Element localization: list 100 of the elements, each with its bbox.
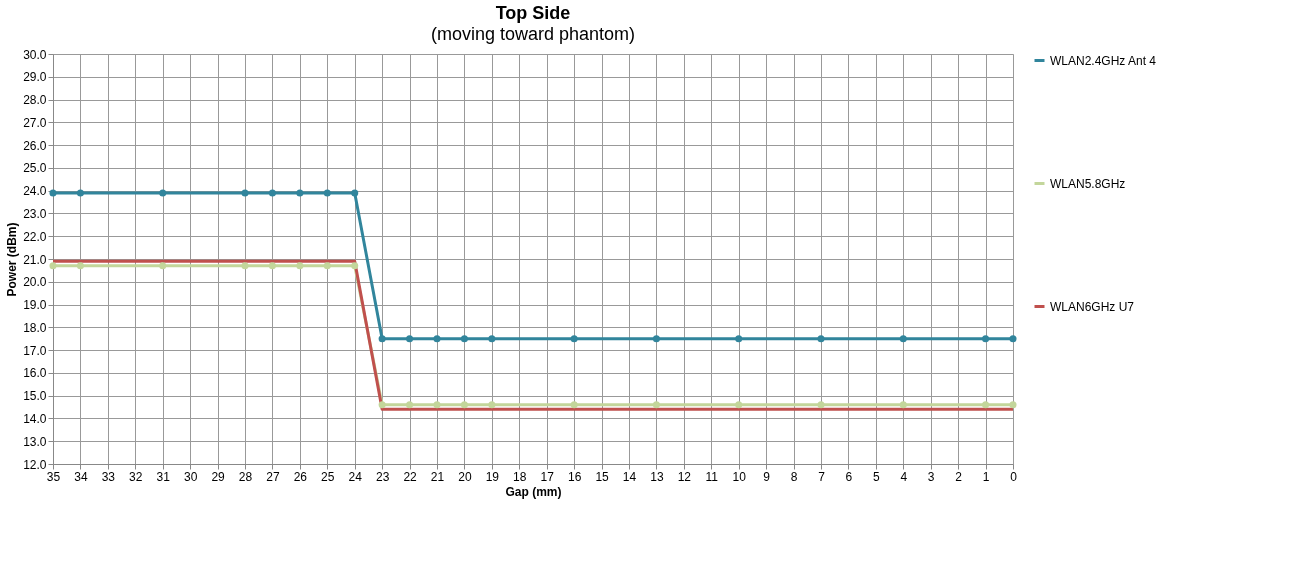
x-tick-label: 0 bbox=[1010, 469, 1018, 484]
point bbox=[735, 335, 743, 343]
point bbox=[570, 335, 578, 343]
x-tick-label: 22 bbox=[403, 469, 418, 484]
x-tick-label: 6 bbox=[845, 469, 853, 484]
y-tick-label: 16.0 bbox=[23, 366, 47, 381]
y-tick-label: 18.0 bbox=[23, 320, 47, 335]
x-tick-label: 26 bbox=[293, 469, 308, 484]
y-tick-label: 12.0 bbox=[23, 457, 47, 472]
point bbox=[323, 189, 331, 197]
x-tick-label: 34 bbox=[74, 469, 88, 484]
point bbox=[1009, 335, 1017, 343]
x-tick-label: 35 bbox=[46, 469, 61, 484]
point bbox=[241, 189, 249, 197]
x-tick-label: 3 bbox=[927, 469, 935, 484]
x-tick-label: 20 bbox=[458, 469, 472, 484]
x-tick-label: 19 bbox=[485, 469, 500, 484]
y-tick-label: 19.0 bbox=[23, 298, 47, 313]
point bbox=[433, 335, 441, 343]
point bbox=[351, 189, 359, 197]
x-tick-label: 12 bbox=[677, 469, 692, 484]
y-tick-label: 21.0 bbox=[23, 252, 47, 267]
y-tick-label: 25.0 bbox=[23, 161, 47, 176]
x-tick-label: 4 bbox=[900, 469, 908, 484]
y-tick-label: 26.0 bbox=[23, 138, 47, 153]
x-tick-label: 10 bbox=[732, 469, 747, 484]
point bbox=[49, 262, 57, 270]
y-tick-label: 30.0 bbox=[23, 47, 47, 62]
legend-label: WLAN2.4GHz Ant 4 bbox=[1050, 53, 1157, 68]
point bbox=[488, 401, 496, 409]
x-tick-label: 24 bbox=[348, 469, 363, 484]
point bbox=[652, 401, 660, 409]
point bbox=[49, 189, 57, 197]
x-tick-label: 18 bbox=[513, 469, 527, 484]
point bbox=[76, 262, 84, 270]
point bbox=[817, 401, 825, 409]
y-tick-label: 29.0 bbox=[23, 70, 47, 85]
point bbox=[1009, 401, 1017, 409]
x-tick-label: 28 bbox=[238, 469, 253, 484]
point bbox=[735, 401, 743, 409]
point bbox=[323, 262, 331, 270]
y-tick-label: 22.0 bbox=[23, 229, 47, 244]
point bbox=[460, 335, 468, 343]
x-tick-label: 21 bbox=[430, 469, 445, 484]
point bbox=[296, 189, 304, 197]
x-tick-label: 31 bbox=[156, 469, 171, 484]
x-tick-label: 29 bbox=[211, 469, 226, 484]
point bbox=[406, 335, 414, 343]
legend-label: WLAN5.8GHz bbox=[1050, 176, 1126, 191]
point bbox=[570, 401, 578, 409]
y-tick-label: 20.0 bbox=[23, 275, 47, 290]
y-tick-label: 17.0 bbox=[23, 343, 47, 358]
point bbox=[488, 335, 496, 343]
point bbox=[433, 401, 441, 409]
point bbox=[159, 262, 167, 270]
y-tick-label: 13.0 bbox=[23, 434, 47, 449]
y-tick-label: 23.0 bbox=[23, 206, 47, 221]
x-tick-label: 14 bbox=[622, 469, 637, 484]
y-tick-label: 14.0 bbox=[23, 411, 47, 426]
point bbox=[268, 262, 276, 270]
x-tick-label: 7 bbox=[818, 469, 826, 484]
x-tick-label: 5 bbox=[873, 469, 881, 484]
point bbox=[652, 335, 660, 343]
y-tick-label: 24.0 bbox=[23, 184, 47, 199]
point bbox=[241, 262, 249, 270]
x-axis-title: Gap (mm) bbox=[505, 484, 562, 499]
point bbox=[982, 401, 990, 409]
point bbox=[460, 401, 468, 409]
x-tick-label: 23 bbox=[375, 469, 390, 484]
point bbox=[378, 401, 386, 409]
legend-label: WLAN6GHz U7 bbox=[1050, 299, 1135, 314]
x-tick-label: 32 bbox=[129, 469, 143, 484]
point bbox=[296, 262, 304, 270]
point bbox=[406, 401, 414, 409]
x-tick-label: 17 bbox=[540, 469, 555, 484]
x-tick-label: 27 bbox=[266, 469, 280, 484]
point bbox=[899, 335, 907, 343]
x-tick-label: 25 bbox=[321, 469, 335, 484]
point bbox=[76, 189, 84, 197]
y-tick-label: 15.0 bbox=[23, 389, 47, 404]
x-tick-label: 11 bbox=[705, 469, 719, 484]
point bbox=[268, 189, 276, 197]
x-tick-label: 9 bbox=[763, 469, 771, 484]
x-tick-label: 16 bbox=[567, 469, 582, 484]
point bbox=[351, 262, 359, 270]
point bbox=[982, 335, 990, 343]
x-tick-label: 15 bbox=[595, 469, 610, 484]
point bbox=[817, 335, 825, 343]
point bbox=[899, 401, 907, 409]
y-tick-label: 27.0 bbox=[23, 115, 47, 130]
x-tick-label: 8 bbox=[790, 469, 798, 484]
chart-subtitle: (moving toward phantom) bbox=[430, 24, 636, 44]
x-tick-label: 1 bbox=[982, 469, 990, 484]
x-tick-label: 2 bbox=[955, 469, 963, 484]
x-tick-label: 30 bbox=[183, 469, 198, 484]
point bbox=[159, 189, 167, 197]
y-axis-title: Power (dBm) bbox=[5, 222, 20, 297]
y-tick-label: 28.0 bbox=[23, 93, 47, 108]
point bbox=[378, 335, 386, 343]
chart-title: Top Side bbox=[495, 3, 571, 23]
